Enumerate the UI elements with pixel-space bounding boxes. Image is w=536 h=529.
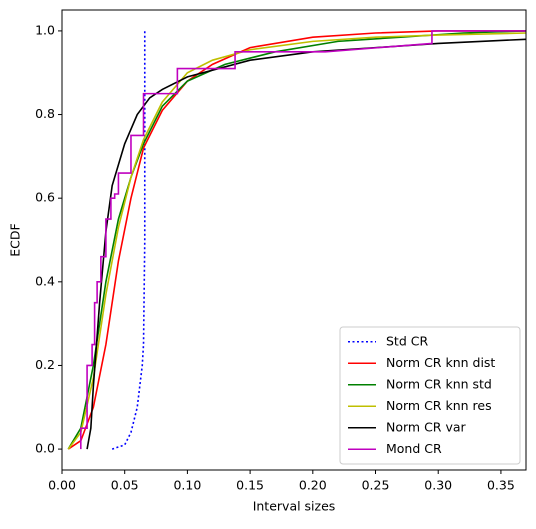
- y-tick-label: 0.6: [35, 190, 55, 205]
- x-tick-label: 0.05: [111, 478, 139, 493]
- y-axis-label: ECDF: [8, 223, 23, 256]
- legend-box: [339, 326, 521, 465]
- x-tick-label: 0.10: [173, 478, 201, 493]
- x-tick-label: 0.35: [487, 478, 515, 493]
- y-tick-label: 0.4: [35, 273, 55, 288]
- y-tick-label: 1.0: [35, 22, 55, 37]
- plot-area: [67, 30, 526, 450]
- legend-label: Norm CR var: [386, 419, 467, 434]
- x-tick-label: 0.15: [236, 478, 264, 493]
- legend-label: Norm CR knn res: [386, 398, 492, 413]
- ecdf-line: [67, 30, 526, 450]
- axes-frame: [61, 9, 527, 471]
- legend-label: Norm CR knn dist: [386, 355, 495, 370]
- ecdf-line: [111, 30, 146, 450]
- legend-label: Norm CR knn std: [386, 376, 492, 391]
- y-tick-label: 0.2: [35, 357, 55, 372]
- legend-label: Std CR: [386, 333, 428, 348]
- x-tick-label: 0.30: [424, 478, 452, 493]
- x-tick-label: 0.25: [362, 478, 390, 493]
- legend-label: Mond CR: [386, 441, 442, 456]
- x-tick-label: 0.00: [48, 478, 76, 493]
- ecdf-line: [80, 30, 526, 450]
- y-tick-label: 0.0: [35, 441, 55, 456]
- y-tick-label: 0.8: [35, 106, 55, 121]
- ecdf-line: [67, 32, 526, 450]
- x-axis-label: Interval sizes: [253, 499, 336, 514]
- x-tick-label: 0.20: [299, 478, 327, 493]
